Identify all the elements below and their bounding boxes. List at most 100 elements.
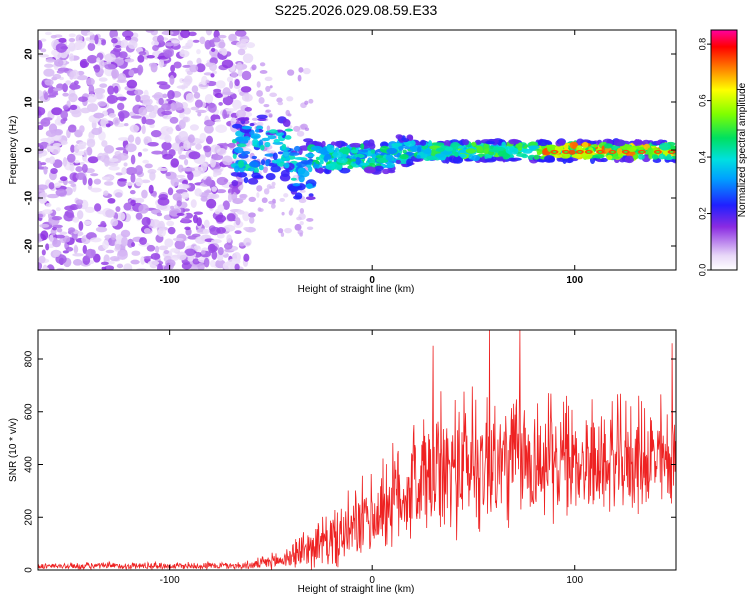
heat-cell — [164, 134, 172, 143]
heat-cell — [270, 165, 281, 173]
heat-cell — [234, 30, 247, 37]
heat-cell — [426, 155, 438, 161]
chart-title: S225.2026.029.08.59.E33 — [275, 2, 438, 18]
heat-cell — [170, 64, 176, 73]
heat-cell — [268, 129, 278, 134]
heat-cell — [111, 68, 119, 79]
heat-cell — [238, 242, 245, 247]
heat-cell — [67, 124, 77, 133]
heat-peak-core — [610, 150, 615, 153]
heat-cell — [118, 212, 126, 221]
heat-cell — [81, 163, 88, 173]
heat-cell — [104, 181, 114, 186]
heat-cell — [360, 143, 365, 150]
heat-cell — [176, 200, 182, 207]
heat-cell — [149, 219, 161, 228]
heat-cell — [178, 183, 190, 189]
heat-cell — [115, 147, 126, 151]
heat-cell — [190, 265, 198, 270]
heat-cell — [72, 216, 80, 223]
heat-cell — [324, 169, 330, 174]
heat-cell — [465, 148, 477, 154]
heat-cell — [232, 153, 237, 159]
heat-cell — [67, 180, 75, 185]
heat-cell — [124, 35, 132, 41]
heat-cell — [406, 158, 414, 167]
heat-cell — [508, 138, 520, 145]
heat-cell — [349, 142, 362, 148]
heat-cell — [269, 85, 273, 89]
heat-cell — [188, 151, 201, 160]
heat-cell — [99, 83, 108, 88]
heat-cell — [100, 39, 107, 46]
heat-cell — [113, 85, 119, 94]
heat-cell — [66, 153, 76, 163]
heat-cell — [156, 167, 169, 171]
heat-cell — [135, 94, 141, 103]
heat-cell — [528, 145, 540, 150]
heat-cell — [189, 64, 199, 73]
y-tick-label: 10 — [24, 96, 35, 108]
heat-cell — [353, 153, 365, 159]
heat-cell — [218, 101, 223, 106]
heat-cell — [355, 156, 361, 165]
heat-cell — [86, 138, 96, 148]
heat-cell — [422, 149, 432, 154]
heat-cell — [185, 92, 195, 103]
heat-cell — [476, 146, 484, 153]
heat-cell — [55, 42, 68, 53]
heat-cell — [402, 149, 407, 154]
heat-cell — [75, 172, 86, 180]
heat-cell — [75, 166, 83, 173]
heat-cell — [98, 126, 103, 134]
heat-cell — [38, 124, 44, 131]
colorbar-gradient — [710, 29, 738, 271]
heat-cell — [241, 125, 252, 130]
heat-cell — [102, 176, 110, 181]
heat-cell — [52, 239, 61, 248]
heat-cell — [146, 105, 155, 113]
heat-cell — [109, 255, 120, 262]
heat-cell — [62, 156, 68, 167]
heat-cell — [223, 142, 228, 151]
heat-cell — [166, 220, 175, 227]
heat-cell — [187, 134, 195, 143]
heat-cell — [51, 107, 63, 116]
heat-cell — [264, 141, 271, 148]
heat-cell — [260, 159, 266, 166]
heat-cell — [46, 193, 59, 199]
heat-cell — [214, 92, 223, 99]
heat-cell — [241, 93, 253, 102]
heat-cell — [74, 159, 80, 164]
heat-cell — [305, 183, 313, 189]
heat-cell — [245, 42, 256, 49]
heat-cell — [150, 252, 161, 260]
heat-cell — [45, 243, 50, 251]
heat-cell — [632, 140, 644, 145]
heat-cell — [368, 157, 376, 163]
heat-cell — [99, 68, 105, 75]
heat-cell — [72, 258, 83, 266]
heat-cell — [51, 49, 59, 56]
heat-cell — [647, 147, 654, 155]
heat-cell — [416, 155, 421, 159]
heat-cell — [210, 239, 222, 244]
heat-cell — [170, 176, 180, 187]
heat-cell — [454, 151, 459, 158]
heat-cell — [194, 138, 201, 144]
heat-cell — [114, 192, 123, 198]
heat-cell — [76, 75, 88, 81]
heat-cell — [283, 193, 289, 198]
heat-cell — [218, 48, 227, 55]
heat-cell — [56, 70, 64, 74]
heat-cell — [108, 113, 116, 118]
heat-cell — [188, 31, 197, 37]
heat-cell — [457, 145, 465, 149]
heat-cell — [64, 205, 75, 211]
heat-cell — [108, 158, 119, 163]
heat-cell — [86, 146, 93, 156]
heat-cell — [38, 213, 44, 218]
heat-cell — [334, 147, 340, 152]
heat-cell — [161, 110, 173, 116]
